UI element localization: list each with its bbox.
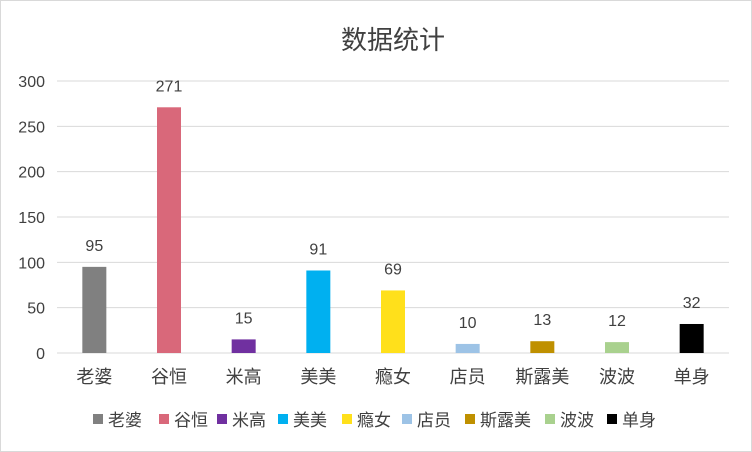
y-tick-label: 250 [18, 119, 45, 136]
y-tick-label: 150 [18, 210, 45, 227]
legend-label: 单身 [622, 411, 656, 431]
legend-swatch [93, 414, 103, 424]
legend-swatch [545, 414, 555, 424]
bar-7 [530, 341, 555, 353]
y-axis-ticks: 0 50 100 150 200 250 300 [18, 74, 45, 363]
x-tick-label: 瘾女 [375, 367, 411, 388]
legend-swatch [217, 414, 227, 424]
chart-title: 数据统计 [341, 26, 445, 56]
bar-4 [306, 270, 331, 353]
legend-swatch [342, 414, 352, 424]
x-tick-label: 店员 [450, 367, 486, 388]
legend-label: 老婆 [108, 411, 142, 431]
legend-swatch [159, 414, 169, 424]
data-label: 91 [309, 241, 327, 258]
data-label: 13 [533, 312, 551, 329]
x-tick-label: 波波 [599, 367, 635, 388]
legend-swatch [278, 414, 288, 424]
bar-6 [455, 343, 480, 353]
legend: 老婆 谷恒 米高 美美 瘾女 店员 斯露美 波波 单身 [93, 411, 656, 431]
bars [82, 107, 704, 353]
data-label: 271 [156, 78, 183, 95]
x-tick-label: 老婆 [76, 367, 112, 388]
data-label: 69 [384, 261, 402, 278]
bar-5 [381, 290, 405, 353]
y-tick-label: 100 [18, 255, 45, 272]
data-label: 32 [683, 295, 701, 312]
legend-label: 斯露美 [480, 411, 531, 431]
y-tick-label: 300 [18, 74, 45, 91]
data-label: 95 [85, 238, 103, 255]
legend-label: 波波 [560, 411, 594, 431]
bar-1 [82, 266, 107, 353]
x-tick-label: 谷恒 [151, 367, 187, 388]
legend-label: 店员 [417, 411, 451, 431]
legend-label: 美美 [293, 411, 327, 431]
x-tick-label: 米高 [226, 367, 262, 388]
y-tick-label: 200 [18, 165, 45, 182]
data-labels: 95 271 15 91 69 10 13 12 32 [85, 78, 700, 332]
data-label: 15 [235, 310, 253, 327]
data-label: 12 [608, 313, 626, 330]
legend-swatch [607, 414, 617, 424]
legend-label: 瘾女 [357, 411, 391, 431]
data-label: 10 [459, 315, 477, 332]
x-tick-label: 单身 [674, 367, 710, 388]
bar-8 [605, 342, 629, 353]
x-axis-ticks: 老婆 谷恒 米高 美美 瘾女 店员 斯露美 波波 单身 [76, 367, 709, 388]
bar-3 [231, 339, 256, 353]
legend-label: 米高 [232, 411, 266, 431]
legend-label: 谷恒 [174, 411, 208, 431]
legend-swatch [465, 414, 475, 424]
x-tick-label: 美美 [300, 367, 336, 388]
bar-9 [679, 323, 704, 353]
y-tick-label: 0 [36, 346, 45, 363]
y-tick-label: 50 [27, 301, 45, 318]
bar-2 [157, 107, 181, 353]
x-tick-label: 斯露美 [515, 367, 569, 388]
legend-swatch [402, 414, 412, 424]
